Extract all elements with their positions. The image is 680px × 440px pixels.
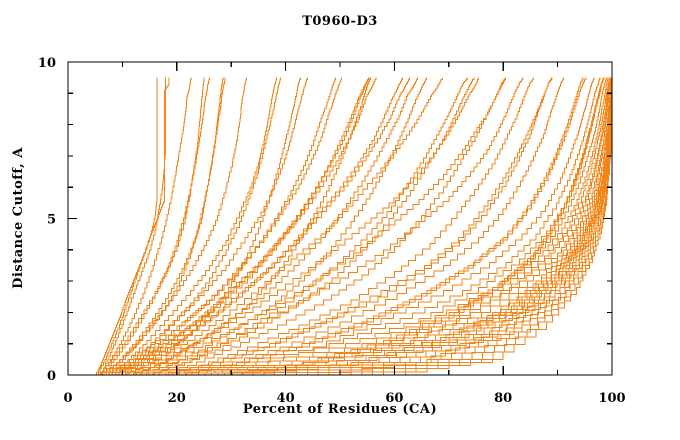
series-curve	[193, 77, 609, 376]
series-curve	[146, 77, 468, 376]
series-curve	[165, 77, 584, 376]
y-tick-label: 10	[38, 56, 56, 71]
x-tick-label: 0	[63, 391, 72, 406]
series-curve	[130, 77, 418, 376]
series-curve	[111, 77, 308, 376]
series-curve	[116, 77, 369, 376]
series-curve	[149, 77, 535, 376]
x-tick-label: 20	[168, 391, 186, 406]
series-curve	[187, 77, 608, 376]
series-curve	[171, 77, 595, 376]
series-curve	[383, 77, 613, 376]
series-curve	[108, 77, 277, 376]
series-curve	[96, 77, 158, 376]
series-curve	[114, 77, 343, 376]
series-curve	[252, 77, 613, 376]
series-curve	[138, 77, 524, 376]
series-curve	[133, 77, 427, 376]
series-curve	[214, 77, 604, 376]
series-curve	[99, 77, 192, 376]
series-curve	[119, 77, 411, 376]
series-curve	[160, 77, 565, 376]
x-tick-label: 60	[385, 391, 403, 406]
series-curve	[274, 77, 613, 376]
series-curve	[97, 77, 205, 376]
series-curve	[225, 77, 605, 376]
series-curve	[101, 77, 210, 376]
series-curve	[144, 77, 506, 376]
series-curve	[100, 77, 226, 376]
series-curve	[198, 77, 611, 376]
series-curve	[127, 77, 480, 376]
plot-frame: 0 20 40 60 80 100 0 5 10	[38, 56, 626, 406]
series-curve	[116, 77, 377, 376]
series-curve	[110, 77, 370, 376]
series-curve	[104, 77, 282, 376]
axis-labels-layer: Distance Cutoff, A Percent of Residues (…	[11, 147, 437, 417]
y-tick-label: 0	[47, 369, 56, 384]
series-curve	[127, 77, 371, 376]
series-curves-layer	[95, 77, 613, 376]
series-curve	[220, 77, 613, 376]
series-curve	[209, 77, 612, 376]
series-curve	[138, 77, 475, 376]
series-curve	[361, 77, 613, 376]
series-curve	[263, 77, 613, 376]
y-axis-title: Distance Cutoff, A	[11, 147, 26, 289]
series-curve	[157, 77, 553, 376]
series-curve	[285, 77, 613, 376]
x-axis-title: Percent of Residues (CA)	[243, 402, 437, 417]
series-curve	[176, 77, 601, 376]
x-tick-label: 100	[598, 391, 625, 406]
series-curve	[107, 77, 337, 376]
series-curve	[182, 77, 604, 376]
series-curve	[242, 77, 613, 376]
page-title: T0960-D3	[302, 14, 378, 29]
series-curve	[122, 77, 301, 376]
series-curve	[100, 77, 166, 376]
series-curve	[174, 77, 587, 376]
series-curve	[122, 77, 443, 376]
series-curve	[95, 77, 170, 376]
x-tick-label: 40	[277, 391, 295, 406]
x-tick-label: 80	[494, 391, 512, 406]
y-tick-label: 5	[47, 213, 56, 228]
